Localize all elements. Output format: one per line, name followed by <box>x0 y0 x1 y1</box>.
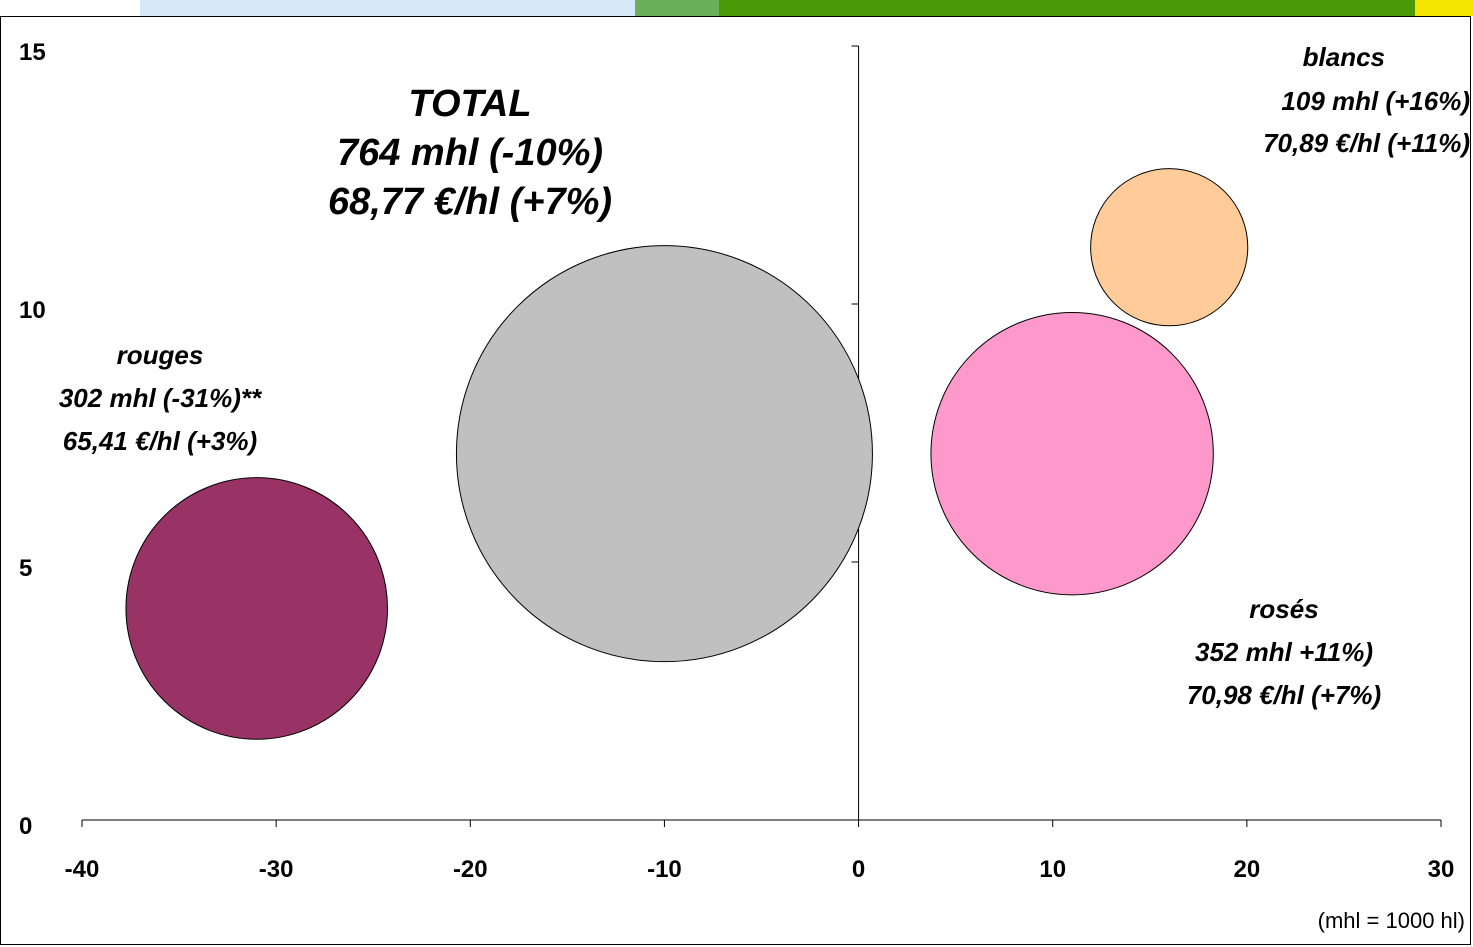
label-rouges-line1: rouges <box>117 340 204 370</box>
x-tick-label: 10 <box>1039 856 1066 883</box>
band-green-dark <box>719 0 1415 16</box>
label-total-line2: 764 mhl (-10%) <box>337 132 603 174</box>
label-ross-line3: 70,98 €/hl (+7%) <box>1187 680 1381 710</box>
y-tick-label: 15 <box>19 39 46 66</box>
bubble-rouges <box>125 477 389 740</box>
top-color-band <box>0 0 1473 16</box>
band-green-light <box>635 0 719 16</box>
label-ross-line1: rosés <box>1249 594 1318 624</box>
chart-frame <box>0 16 1471 945</box>
y-tick-label: 5 <box>19 555 32 582</box>
label-rouges-line3: 65,41 €/hl (+3%) <box>63 426 257 456</box>
label-total-line1: TOTAL <box>408 83 531 125</box>
y-tick-label: 0 <box>19 813 32 840</box>
label-ross-line2: 352 mhl +11%) <box>1195 637 1373 667</box>
x-tick-label: 30 <box>1428 856 1455 883</box>
label-blancs-line3: 70,89 €/hl (+11%) <box>1263 128 1470 158</box>
label-blancs-line2: 109 mhl (+16%) <box>1281 86 1470 116</box>
x-tick-label: 20 <box>1234 856 1261 883</box>
x-tick-label: -40 <box>65 856 100 883</box>
label-total-line3: 68,77 €/hl (+7%) <box>328 181 612 223</box>
x-tick-label: -30 <box>259 856 294 883</box>
x-tick-label: 0 <box>852 856 865 883</box>
y-tick-label: 10 <box>19 297 46 324</box>
band-yellow <box>1415 0 1473 16</box>
band-light-blue <box>140 0 635 16</box>
unit-note: (mhl = 1000 hl) <box>1318 908 1465 933</box>
bubble-total <box>455 245 873 663</box>
x-tick-label: -10 <box>647 856 682 883</box>
label-blancs-line1: blancs <box>1303 42 1385 72</box>
label-rouges-line2: 302 mhl (-31%)** <box>59 383 263 413</box>
bubble-ross <box>930 311 1214 596</box>
bubble-blancs <box>1090 168 1249 327</box>
x-tick-label: -20 <box>453 856 488 883</box>
